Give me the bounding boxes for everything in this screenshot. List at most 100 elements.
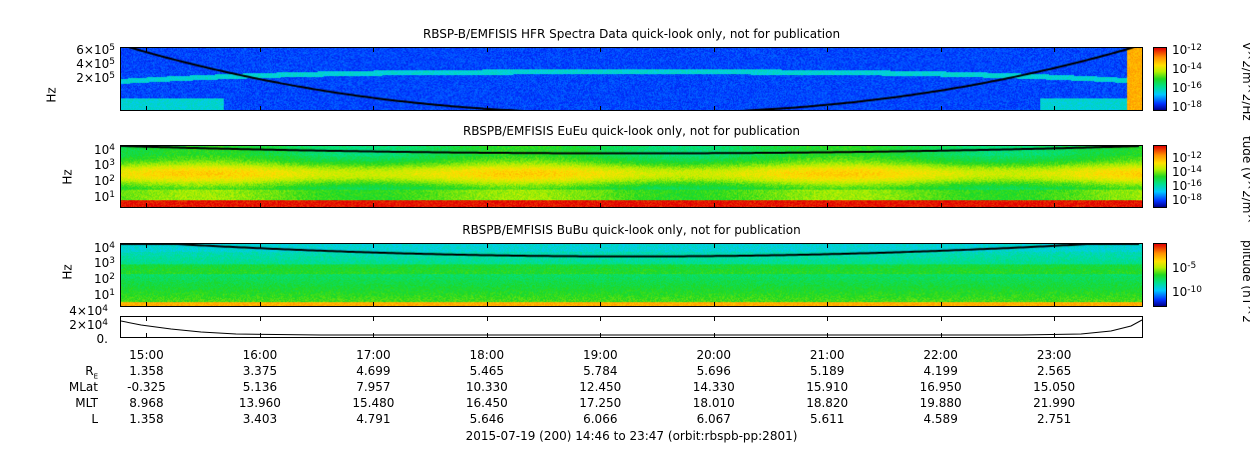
xtick-mark (714, 145, 715, 150)
xtick-mark (827, 145, 828, 150)
density-line (121, 320, 1142, 335)
xtick-mark (600, 106, 601, 111)
xtick-mark (714, 203, 715, 208)
mlat-value: 10.330 (457, 380, 517, 394)
xtick-mark (373, 145, 374, 150)
xtick-mark (827, 333, 828, 338)
mlat-value: 5.136 (230, 380, 290, 394)
xtick-mark (146, 243, 147, 248)
l-value: 2.751 (1024, 412, 1084, 426)
xtick-mark (260, 302, 261, 307)
mlt-value: 18.010 (684, 396, 744, 410)
xtick-mark (827, 106, 828, 111)
xtick-mark (827, 243, 828, 248)
xtick-label: 22:00 (911, 348, 971, 362)
mlt-value: 8.968 (116, 396, 176, 410)
mlt-value: 15.480 (343, 396, 403, 410)
l-value: 5.611 (797, 412, 857, 426)
xtick-mark (373, 302, 374, 307)
re-value: 3.375 (230, 364, 290, 378)
hfr-cbar-tick: 10-18 (1172, 101, 1202, 113)
l-value: 6.066 (570, 412, 630, 426)
mlt-value: 17.250 (570, 396, 630, 410)
mlt-value: 16.450 (457, 396, 517, 410)
mlt-value: 21.990 (1024, 396, 1084, 410)
xtick-mark (714, 316, 715, 321)
xtick-label: 18:00 (457, 348, 517, 362)
xtick-mark (600, 203, 601, 208)
xtick-mark (714, 243, 715, 248)
eueu-spectrogram (120, 145, 1143, 208)
xtick-mark (487, 243, 488, 248)
eueu-ytick: 104 (45, 144, 115, 156)
bubu-spectrogram-image (121, 244, 1142, 306)
mlat-value: 14.330 (684, 380, 744, 394)
mlt-value: 18.820 (797, 396, 857, 410)
row-label-re: RE (40, 364, 98, 380)
xtick-mark (600, 243, 601, 248)
xtick-mark (827, 203, 828, 208)
xtick-mark (941, 243, 942, 248)
xtick-mark (260, 145, 261, 150)
row-label-l: L (40, 412, 98, 426)
xtick-mark (1054, 106, 1055, 111)
xtick-mark (146, 316, 147, 321)
re-value: 5.465 (457, 364, 517, 378)
xtick-mark (714, 47, 715, 52)
xtick-mark (373, 106, 374, 111)
bubu-colorbar (1153, 243, 1167, 307)
panel-title-eueu: RBSPB/EMFISIS EuEu quick-look only, not … (120, 124, 1143, 138)
xtick-mark (487, 302, 488, 307)
xtick-mark (714, 302, 715, 307)
xtick-label: 20:00 (684, 348, 744, 362)
xtick-label: 15:00 (116, 348, 176, 362)
xtick-mark (941, 316, 942, 321)
bubu-ytick: 103 (45, 257, 115, 269)
mlat-value: 15.910 (797, 380, 857, 394)
mlat-value: 7.957 (343, 380, 403, 394)
bubu-spectrogram (120, 243, 1143, 307)
hfr-spectrogram (120, 47, 1143, 111)
mlat-value: 16.950 (911, 380, 971, 394)
xtick-mark (941, 203, 942, 208)
xtick-mark (827, 47, 828, 52)
xtick-mark (260, 243, 261, 248)
xtick-mark (714, 106, 715, 111)
eueu-cbar-tick: 10-14 (1172, 166, 1202, 178)
re-value: 2.565 (1024, 364, 1084, 378)
mlt-value: 19.880 (911, 396, 971, 410)
xtick-mark (260, 203, 261, 208)
l-value: 4.791 (343, 412, 403, 426)
density-ytick: 2×104 (38, 319, 108, 331)
l-value: 1.358 (116, 412, 176, 426)
xtick-mark (146, 145, 147, 150)
xtick-mark (260, 106, 261, 111)
xtick-mark (373, 316, 374, 321)
row-label-mlt: MLT (40, 396, 98, 410)
xtick-mark (373, 47, 374, 52)
emfisis-quicklook-plot: RBSP-B/EMFISIS HFR Spectra Data quick-lo… (0, 0, 1250, 449)
xtick-mark (487, 333, 488, 338)
xtick-mark (1054, 302, 1055, 307)
eueu-cbar-tick: 10-16 (1172, 180, 1202, 192)
density-ytick: 4×104 (38, 305, 108, 317)
xtick-mark (1054, 47, 1055, 52)
xtick-mark (941, 106, 942, 111)
hfr-cbar-tick: 10-16 (1172, 82, 1202, 94)
xtick-mark (487, 106, 488, 111)
re-value: 5.189 (797, 364, 857, 378)
eueu-ytick: 101 (45, 191, 115, 203)
xtick-mark (600, 47, 601, 52)
eueu-ytick: 102 (45, 175, 115, 187)
xtick-mark (373, 203, 374, 208)
bubu-ytick: 101 (45, 289, 115, 301)
re-value: 4.199 (911, 364, 971, 378)
re-value: 1.358 (116, 364, 176, 378)
density-ytick: 0. (38, 333, 108, 345)
xtick-mark (260, 333, 261, 338)
xtick-mark (1054, 243, 1055, 248)
xtick-mark (1054, 333, 1055, 338)
re-value: 5.696 (684, 364, 744, 378)
xtick-mark (487, 145, 488, 150)
xtick-mark (1054, 145, 1055, 150)
